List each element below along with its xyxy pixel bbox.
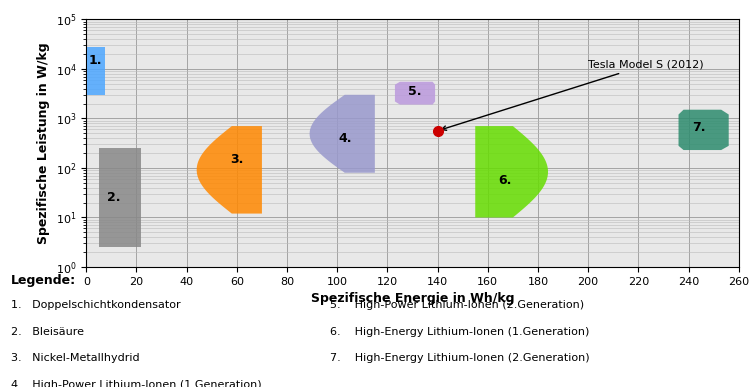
Y-axis label: Spezifische Leistung in W/kg: Spezifische Leistung in W/kg — [38, 43, 50, 244]
Polygon shape — [395, 82, 435, 104]
Text: Legende:: Legende: — [11, 274, 76, 288]
Polygon shape — [310, 95, 375, 173]
Polygon shape — [87, 47, 105, 95]
Polygon shape — [679, 110, 729, 150]
Text: 6.    High-Energy Lithium-Ionen (1.Generation): 6. High-Energy Lithium-Ionen (1.Generati… — [330, 327, 590, 337]
Text: 1.   Doppelschichtkondensator: 1. Doppelschichtkondensator — [11, 300, 181, 310]
Text: 6.: 6. — [499, 174, 512, 187]
Polygon shape — [196, 126, 262, 214]
Text: 7.: 7. — [692, 121, 705, 134]
Text: 5.    High-Power Lithium-Ionen (2.Generation): 5. High-Power Lithium-Ionen (2.Generatio… — [330, 300, 584, 310]
Text: 4.: 4. — [338, 132, 352, 145]
Text: 2.   Bleisäure: 2. Bleisäure — [11, 327, 84, 337]
Text: 7.    High-Energy Lithium-Ionen (2.Generation): 7. High-Energy Lithium-Ionen (2.Generati… — [330, 353, 590, 363]
Text: 3.: 3. — [230, 153, 244, 166]
Text: 2.: 2. — [107, 191, 121, 204]
Text: Tesla Model S (2012): Tesla Model S (2012) — [442, 60, 704, 130]
X-axis label: Spezifische Energie in Wh/kg: Spezifische Energie in Wh/kg — [310, 292, 514, 305]
Polygon shape — [99, 148, 142, 247]
Text: 5.: 5. — [408, 85, 422, 98]
Text: 4.   High-Power Lithium-Ionen (1.Generation): 4. High-Power Lithium-Ionen (1.Generatio… — [11, 380, 262, 387]
Text: 3.   Nickel-Metallhydrid: 3. Nickel-Metallhydrid — [11, 353, 140, 363]
Polygon shape — [476, 126, 548, 217]
Text: 1.: 1. — [88, 54, 102, 67]
